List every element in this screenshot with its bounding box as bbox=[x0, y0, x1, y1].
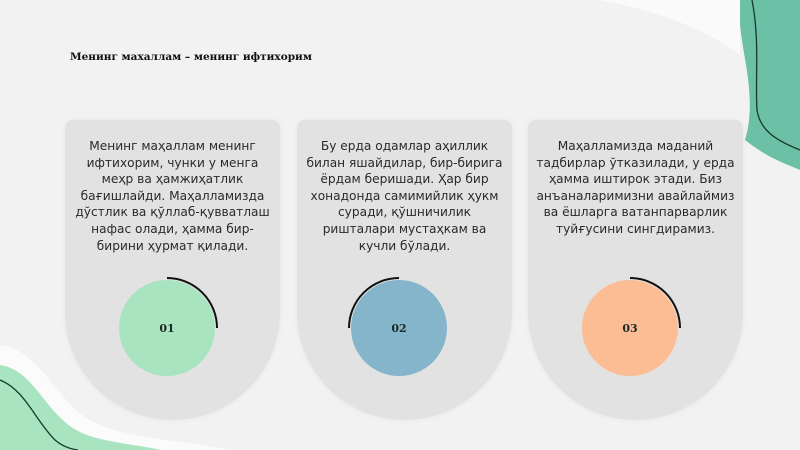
top-right-blob bbox=[739, 0, 800, 170]
card-text: Маҳалламизда маданий тадбирлар ўтказилад… bbox=[536, 139, 735, 236]
card-text: Менинг маҳаллам менинг ифтихорим, чунки … bbox=[75, 139, 270, 253]
card-number: 03 bbox=[622, 321, 638, 335]
card-2: Бу ерда одамлар аҳиллик билан яшайдилар,… bbox=[297, 120, 512, 420]
card-1: Менинг маҳаллам менинг ифтихорим, чунки … bbox=[65, 120, 280, 420]
card-number: 02 bbox=[391, 321, 407, 335]
card-3: Маҳалламизда маданий тадбирлар ўтказилад… bbox=[528, 120, 743, 420]
bottom-left-line bbox=[0, 379, 79, 450]
slide-title: Менинг махаллам – менинг ифтихорим bbox=[70, 51, 312, 63]
number-circle: 01 bbox=[119, 280, 215, 376]
card-text: Бу ерда одамлар аҳиллик билан яшайдилар,… bbox=[306, 139, 503, 253]
bottom-left-blob bbox=[0, 365, 160, 450]
card-number: 01 bbox=[159, 321, 175, 335]
number-circle: 03 bbox=[582, 280, 678, 376]
top-right-line bbox=[751, 0, 800, 151]
top-white-swoosh bbox=[600, 0, 740, 55]
number-circle: 02 bbox=[351, 280, 447, 376]
